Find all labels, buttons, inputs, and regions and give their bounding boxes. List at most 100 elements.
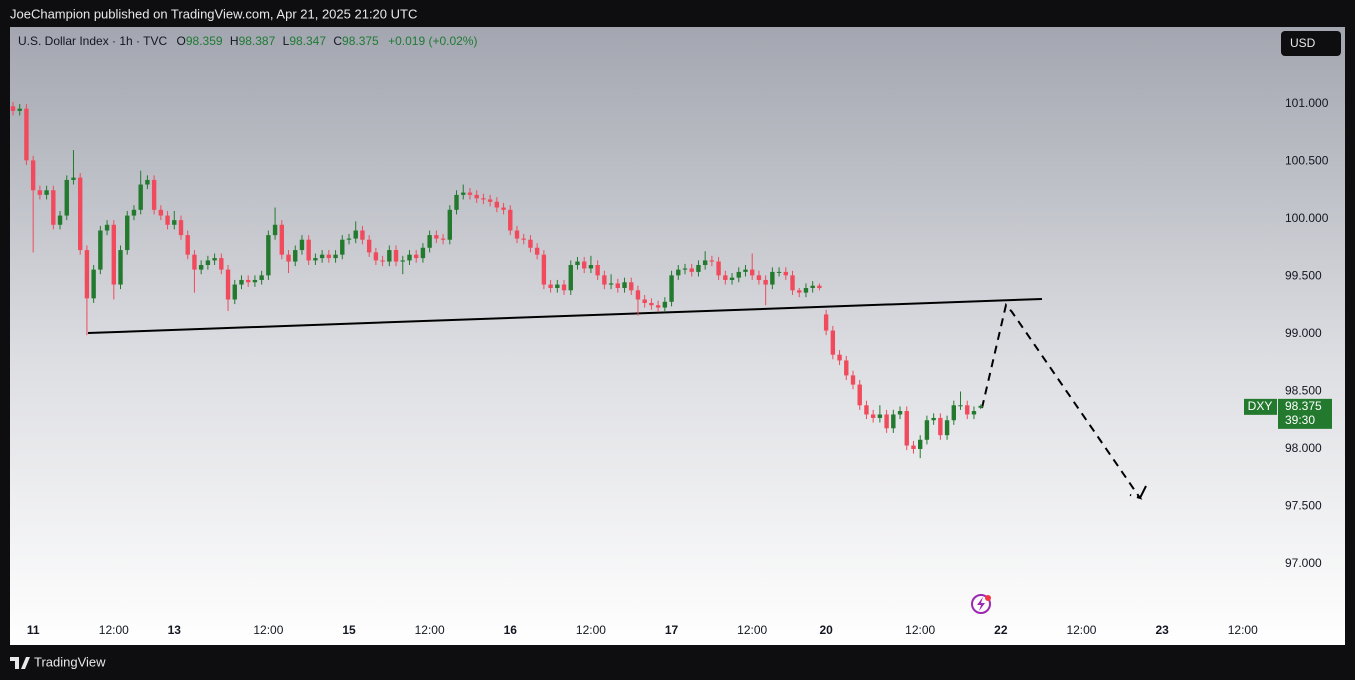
candle-body bbox=[387, 250, 392, 262]
candle-body bbox=[904, 411, 909, 446]
candle-body bbox=[770, 271, 775, 285]
y-tick-label: 99.000 bbox=[1285, 326, 1322, 340]
x-tick-label: 12:00 bbox=[1066, 623, 1096, 637]
x-tick-label: 12:00 bbox=[576, 623, 606, 637]
candle-body bbox=[810, 285, 815, 289]
lightning-icon[interactable] bbox=[971, 594, 991, 614]
candle-body bbox=[944, 420, 950, 436]
candle-body bbox=[333, 254, 338, 259]
icon-bolt[interactable] bbox=[977, 597, 985, 611]
candle-body bbox=[595, 265, 600, 276]
x-tick-label: 15 bbox=[342, 623, 356, 637]
candle-body bbox=[501, 207, 506, 210]
candle-body bbox=[541, 254, 547, 285]
candle-body bbox=[252, 279, 258, 283]
y-tick-label: 98.000 bbox=[1285, 441, 1322, 455]
candle-body bbox=[642, 299, 647, 303]
candle-body bbox=[145, 179, 150, 185]
candle-body bbox=[877, 414, 883, 418]
candle-body bbox=[407, 254, 412, 261]
candle-body bbox=[454, 194, 459, 210]
candle-body bbox=[393, 250, 399, 262]
candle-body bbox=[924, 420, 930, 440]
candle-body bbox=[131, 209, 137, 216]
candle-body bbox=[299, 239, 305, 251]
candle-body bbox=[790, 275, 795, 291]
candle-body bbox=[844, 360, 849, 376]
candle-body bbox=[783, 271, 788, 276]
ohlc-label: O bbox=[177, 34, 186, 48]
candle-body bbox=[575, 261, 580, 266]
candle-body bbox=[823, 314, 829, 331]
symbol-title: U.S. Dollar Index · 1h · TVC bbox=[18, 34, 167, 48]
candle-body bbox=[850, 375, 856, 385]
candle-body bbox=[763, 279, 768, 285]
candle-body bbox=[360, 230, 365, 240]
candle-body bbox=[104, 224, 110, 231]
candle-body bbox=[803, 288, 809, 293]
candle-body bbox=[71, 177, 76, 180]
candle-body bbox=[689, 268, 694, 272]
candle-body bbox=[239, 279, 244, 285]
candle-body bbox=[219, 258, 224, 270]
candle-body bbox=[232, 284, 237, 300]
candle-body bbox=[723, 275, 728, 280]
candle-body bbox=[608, 283, 614, 285]
candle-body bbox=[897, 411, 903, 415]
brand-logo bbox=[10, 657, 30, 669]
candle-body bbox=[582, 261, 587, 269]
candle-body bbox=[91, 269, 96, 299]
icon-dot[interactable] bbox=[985, 595, 991, 601]
candle-body bbox=[978, 405, 983, 408]
candle-body bbox=[286, 254, 291, 262]
x-tick-label: 22 bbox=[994, 623, 1008, 637]
published-line: JoeChampion published on TradingView.com… bbox=[10, 6, 417, 21]
x-tick-label: 16 bbox=[504, 623, 518, 637]
ohlc-value: 98.347 bbox=[289, 34, 326, 48]
candle-body bbox=[319, 254, 325, 259]
ohlc-value: 98.375 bbox=[342, 34, 379, 48]
candle-body bbox=[467, 192, 473, 195]
y-tick-label: 100.000 bbox=[1285, 211, 1329, 225]
candle-body bbox=[178, 220, 184, 236]
candle-body bbox=[669, 275, 674, 302]
candle-body bbox=[474, 194, 479, 199]
candle-body bbox=[326, 254, 332, 259]
y-tick-label: 101.000 bbox=[1285, 96, 1329, 110]
candle-body bbox=[279, 224, 284, 255]
x-tick-label: 12:00 bbox=[1228, 623, 1258, 637]
currency-button[interactable] bbox=[1281, 31, 1341, 56]
x-tick-label: 12:00 bbox=[737, 623, 767, 637]
candle-body bbox=[776, 271, 782, 273]
candle-body bbox=[736, 271, 741, 278]
candle-body bbox=[938, 417, 943, 436]
trendline bbox=[87, 298, 1043, 334]
x-tick-label: 12:00 bbox=[415, 623, 445, 637]
candle-body bbox=[481, 198, 486, 200]
ohlc-label: C bbox=[333, 34, 342, 48]
candle-body bbox=[353, 230, 358, 239]
currency[interactable]: USD bbox=[1290, 36, 1316, 50]
candle-body bbox=[165, 215, 170, 225]
candle-body bbox=[98, 230, 103, 270]
candle-body bbox=[51, 190, 56, 225]
candle-body bbox=[380, 260, 385, 262]
icon-ring[interactable] bbox=[971, 594, 991, 614]
last-price: 98.375 bbox=[1285, 399, 1322, 413]
candle-body bbox=[561, 284, 567, 291]
candle-body bbox=[293, 250, 298, 262]
candle-body bbox=[622, 282, 627, 289]
candle-body bbox=[817, 285, 822, 289]
candle-body bbox=[78, 177, 83, 251]
candle-body bbox=[911, 445, 916, 449]
change: +0.019 (+0.02%) bbox=[388, 34, 477, 48]
last-price-box bbox=[1278, 398, 1332, 429]
ohlc-value: 98.359 bbox=[186, 34, 223, 48]
x-tick-label: 12:00 bbox=[905, 623, 935, 637]
candle-body bbox=[440, 238, 446, 240]
candle-body bbox=[461, 192, 466, 195]
candle-body bbox=[655, 305, 661, 308]
candle-body bbox=[340, 239, 345, 255]
candle-body bbox=[192, 254, 197, 270]
y-tick-label: 100.500 bbox=[1285, 154, 1329, 168]
